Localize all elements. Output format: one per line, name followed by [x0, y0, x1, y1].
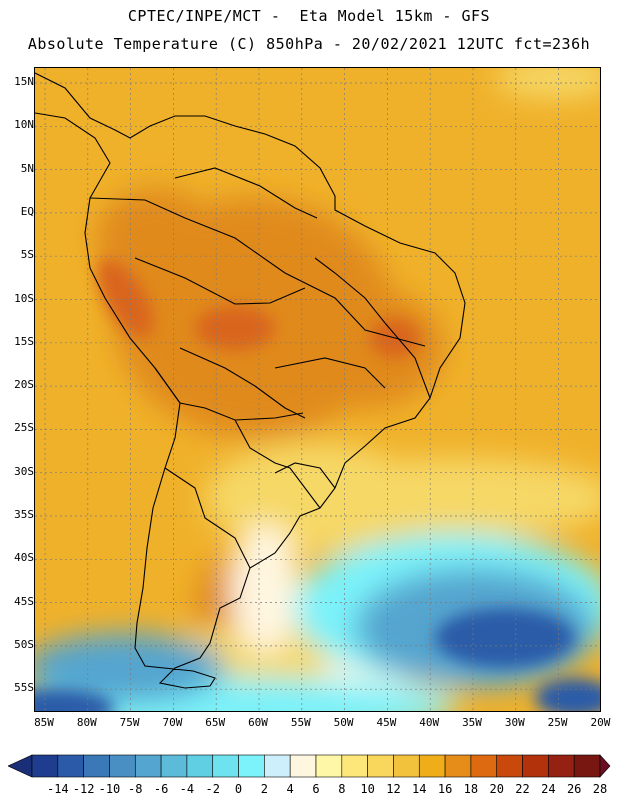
colorbar-swatch [573, 754, 601, 778]
longitude-label: 70W [162, 716, 183, 729]
longitude-label: 45W [376, 716, 397, 729]
colorbar-swatch [393, 754, 420, 778]
latitude-label: 5N [20, 161, 34, 175]
colorbar-swatch [470, 754, 498, 778]
colorbar-high-arrow [599, 754, 611, 778]
colorbar-tick-label: 12 [386, 782, 401, 796]
colorbar-swatch [444, 754, 472, 778]
map-subtitle: Absolute Temperature (C) 850hPa - 20/02/… [27, 35, 591, 53]
longitude-label: 40W [419, 716, 440, 729]
colorbar-tick-label: 8 [338, 782, 346, 796]
colorbar-tick-label: 18 [463, 782, 479, 796]
latitude-label: 15N [14, 75, 34, 88]
longitude-label: 65W [205, 716, 226, 729]
latitude-label: 45S [14, 594, 34, 608]
colorbar-swatch [367, 754, 394, 778]
longitude-label: 20W [590, 716, 611, 729]
colorbar-swatch [134, 754, 162, 778]
colorbar-tick-label: 14 [412, 782, 427, 796]
colorbar-swatch [522, 754, 549, 778]
longitude-label: 85W [34, 716, 54, 729]
colorbar-tick-label: -12 [72, 782, 95, 796]
latitude-label: 55S [14, 681, 34, 695]
colorbar-tick-label: 10 [360, 782, 375, 796]
latitude-label: 30S [14, 464, 34, 478]
colorbar-tick-label: -2 [205, 782, 220, 796]
colorbar-tick-label: 16 [437, 782, 453, 796]
latitude-label: 20S [14, 378, 34, 392]
longitude-label: 50W [333, 716, 354, 729]
colorbar-tick-label: 2 [260, 782, 268, 796]
colorbar-tick-label: -14 [46, 782, 69, 796]
latitude-label: 15S [14, 334, 34, 348]
colorbar-swatch [289, 754, 317, 778]
colorbar-swatch [83, 754, 110, 778]
longitude-label: 75W [119, 716, 140, 729]
colorbar-swatch [160, 754, 188, 778]
longitude-label: 30W [504, 716, 525, 729]
colorbar-low-arrow [7, 754, 33, 778]
colorbar-tick-label: 4 [286, 782, 294, 796]
latitude-label: 5S [20, 248, 34, 262]
longitude-label: 60W [248, 716, 268, 729]
latitude-label: 35S [14, 508, 34, 521]
colorbar-tick-label: 26 [566, 782, 582, 796]
colorbar-swatch [264, 754, 291, 778]
colorbar-swatch [57, 754, 84, 778]
colorbar-swatch [212, 754, 239, 778]
longitude-label: 35W [462, 716, 482, 729]
colorbar-swatch [548, 754, 575, 778]
colorbar-tick-label: 22 [515, 782, 530, 796]
longitude-label: 80W [76, 716, 97, 729]
colorbar-tick-label: -10 [98, 782, 121, 796]
colorbar-tick-label: 24 [541, 782, 556, 796]
temperature-map [34, 67, 601, 712]
temperature-colorbar [7, 754, 612, 782]
colorbar-swatch [31, 754, 59, 778]
latitude-label: 50S [14, 637, 34, 651]
latitude-label: EQ [20, 204, 34, 218]
colorbar-tick-label: -8 [128, 782, 143, 796]
colorbar-swatch [315, 754, 343, 778]
longitude-label: 55W [290, 716, 311, 729]
map-title: CPTEC/INPE/MCT - Eta Model 15km - GFS [127, 7, 491, 25]
colorbar-swatch [341, 754, 368, 778]
longitude-label: 25W [547, 716, 568, 729]
colorbar-tick-label: -4 [179, 782, 195, 796]
latitude-label: 25S [14, 421, 34, 435]
colorbar-tick-label: 28 [592, 782, 608, 796]
latitude-label: 40S [14, 551, 34, 565]
colorbar-tick-label: 20 [489, 782, 504, 796]
colorbar-swatch [186, 754, 214, 778]
latitude-label: 10S [14, 291, 34, 305]
colorbar-tick-label: 6 [312, 782, 320, 796]
colorbar-tick-label: -6 [153, 782, 169, 796]
colorbar-swatch [496, 754, 523, 778]
latitude-label: 10N [14, 118, 34, 132]
colorbar-swatch [238, 754, 265, 778]
colorbar-tick-label: 0 [234, 782, 243, 796]
continent-outline [35, 72, 466, 689]
colorbar-swatch [418, 754, 446, 778]
colorbar-swatch [109, 754, 136, 778]
